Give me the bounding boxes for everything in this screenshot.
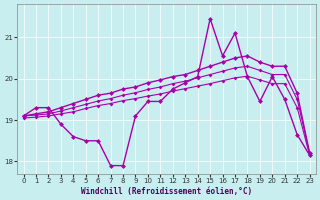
X-axis label: Windchill (Refroidissement éolien,°C): Windchill (Refroidissement éolien,°C) xyxy=(81,187,252,196)
